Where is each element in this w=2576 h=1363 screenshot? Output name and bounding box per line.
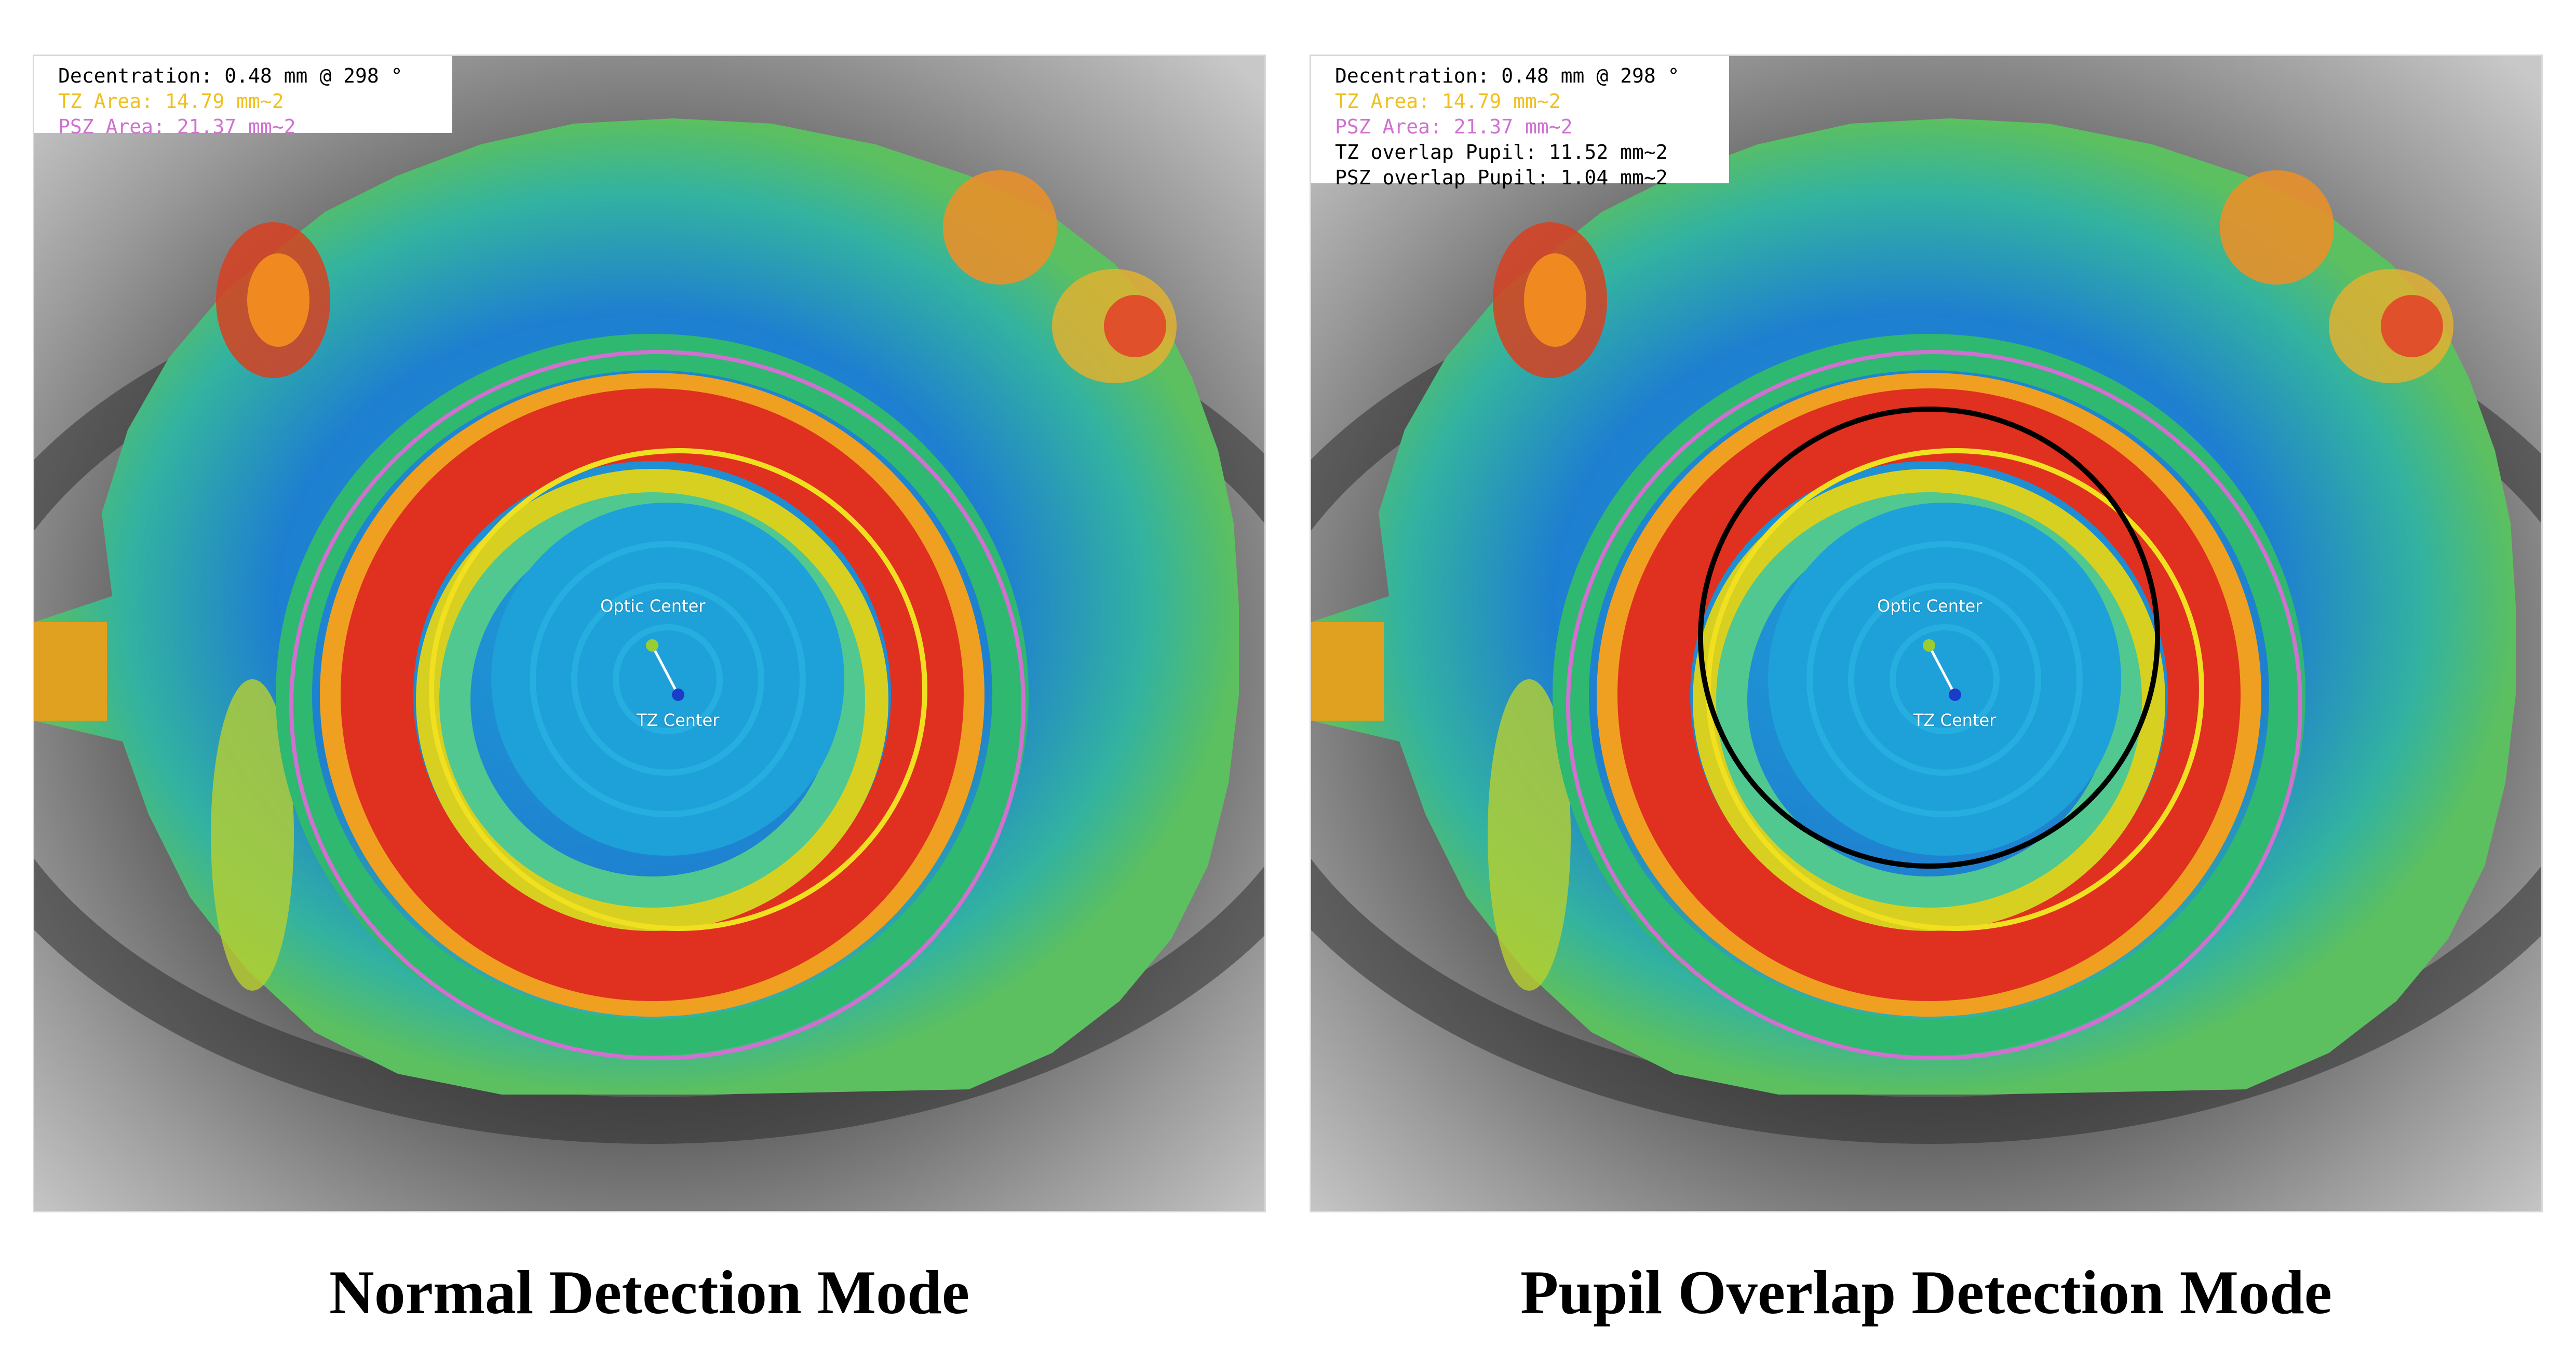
tz-center-marker — [672, 689, 684, 701]
caption-normal-detection: Normal Detection Mode — [329, 1258, 969, 1327]
topography-map-normal: Decentration: 0.48 mm @ 298 ° TZ Area: 1… — [33, 55, 1266, 1212]
tz-center-label: TZ Center — [637, 710, 720, 730]
tz-area-text: TZ Area: 14.79 mm~2 — [58, 90, 284, 113]
tz-overlap-pupil-text: TZ overlap Pupil: 11.52 mm~2 — [1335, 141, 1668, 164]
optic-center-label: Optic Center — [1877, 596, 1982, 616]
psz-area-text: PSZ Area: 21.37 mm~2 — [1335, 115, 1573, 138]
psz-outline — [1566, 350, 2302, 1060]
psz-overlap-pupil-text: PSZ overlap Pupil: 1.04 mm~2 — [1335, 166, 1668, 189]
psz-outline — [289, 350, 1026, 1060]
eye-topography-image — [34, 56, 1264, 1211]
tz-center-marker — [1949, 689, 1961, 701]
decentration-text: Decentration: 0.48 mm @ 298 ° — [1335, 64, 1680, 87]
optic-center-label: Optic Center — [600, 596, 706, 616]
decentration-text: Decentration: 0.48 mm @ 298 ° — [58, 64, 403, 87]
topography-map-pupil-overlap: Decentration: 0.48 mm @ 298 ° TZ Area: 1… — [1310, 55, 2543, 1212]
info-box: Decentration: 0.48 mm @ 298 ° TZ Area: 1… — [1311, 56, 1729, 189]
tz-area-text: TZ Area: 14.79 mm~2 — [1335, 90, 1561, 113]
eye-topography-image — [1311, 56, 2541, 1211]
pupil-circle — [1698, 407, 2160, 869]
tz-outline — [429, 448, 927, 931]
psz-area-text: PSZ Area: 21.37 mm~2 — [58, 115, 296, 138]
tz-center-label: TZ Center — [1913, 710, 1997, 730]
caption-pupil-overlap-detection: Pupil Overlap Detection Mode — [1520, 1258, 2332, 1327]
optic-center-marker — [1923, 639, 1935, 652]
optic-center-marker — [646, 639, 658, 652]
info-box: Decentration: 0.48 mm @ 298 ° TZ Area: 1… — [34, 56, 452, 138]
